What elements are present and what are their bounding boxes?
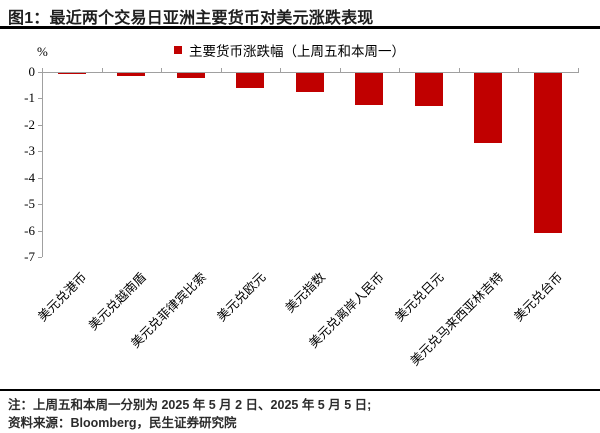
y-axis-tick-label: -4: [24, 169, 35, 185]
y-axis-tick: [38, 98, 42, 100]
y-axis-tick-label: -3: [24, 143, 35, 158]
y-axis-tick: [38, 177, 42, 179]
chart-note: 注：上周五和本周一分别为 2025 年 5 月 2 日、2025 年 5 月 5…: [8, 398, 372, 412]
y-axis-unit-label: %: [37, 44, 48, 59]
chart-bar: [474, 72, 503, 143]
x-axis-tick: [577, 67, 579, 72]
x-axis-tick: [220, 67, 222, 72]
y-axis-tick: [38, 230, 42, 232]
x-axis-tick: [101, 67, 103, 72]
y-axis-tick-label: -1: [24, 90, 35, 105]
y-axis-tick-label: -6: [24, 222, 35, 238]
x-axis-category-label: 美元指数: [282, 270, 328, 316]
x-axis-tick: [161, 67, 163, 72]
chart-source: 资料来源：Bloomberg，民生证券研究院: [8, 416, 237, 430]
x-axis-category-label: 美元兑欧元: [214, 270, 269, 325]
y-axis-tick-label: -7: [24, 249, 35, 264]
x-axis-category-label: 美元兑港币: [35, 270, 90, 325]
x-axis-tick: [339, 67, 341, 72]
legend-label: 主要货币涨跌幅（上周五和本周一）: [189, 44, 405, 59]
y-axis-tick: [38, 257, 42, 259]
chart-bar: [236, 72, 265, 88]
chart-bar: [57, 72, 86, 75]
title-underline-rule: [0, 26, 600, 29]
y-axis-tick-label: -5: [24, 196, 35, 211]
y-axis-tick-label: -2: [24, 116, 35, 132]
x-axis-tick: [458, 67, 460, 72]
x-axis-category-label: 美元兑台币: [511, 270, 566, 325]
x-axis-category-label: 美元兑越南盾: [86, 270, 150, 333]
chart-bar: [533, 72, 562, 233]
y-axis-tick: [38, 71, 42, 73]
y-axis-line: [42, 68, 44, 257]
x-axis-tick: [399, 67, 401, 72]
x-axis-tick: [280, 67, 282, 72]
y-axis-tick: [38, 204, 42, 206]
legend-marker-icon: [174, 46, 182, 54]
chart-bar: [295, 72, 324, 93]
chart-bar: [414, 72, 443, 107]
chart-legend: 主要货币涨跌幅（上周五和本周一）: [174, 40, 405, 60]
y-axis-tick-label: 0: [28, 63, 36, 79]
y-axis-tick: [38, 151, 42, 153]
chart-bar: [355, 72, 384, 106]
x-axis-tick: [518, 67, 520, 72]
chart-bar: [117, 72, 146, 76]
figure-title: 图1：最近两个交易日亚洲主要货币对美元涨跌表现: [8, 10, 374, 27]
footer-divider-rule: [0, 389, 600, 391]
chart-bar: [176, 72, 205, 78]
y-axis-tick: [38, 124, 42, 126]
x-axis-category-label: 美元兑日元: [392, 270, 447, 325]
x-axis-line: [42, 71, 579, 73]
